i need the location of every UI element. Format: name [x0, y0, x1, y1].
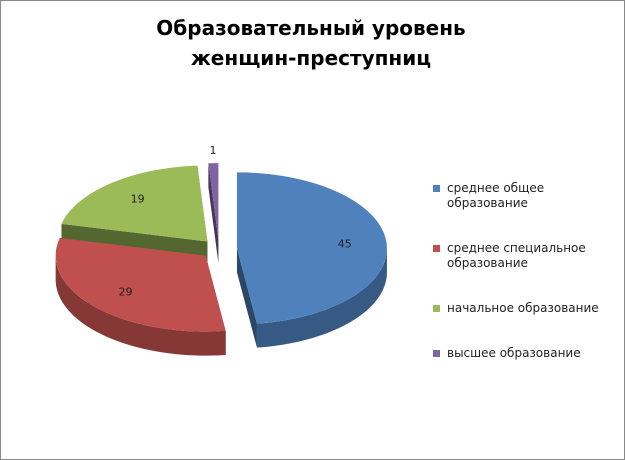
- slice: [55, 238, 226, 332]
- chart-title: Образовательный уровень женщин-преступни…: [156, 16, 466, 70]
- data-label: 45: [338, 238, 352, 251]
- data-label: 19: [131, 193, 145, 206]
- legend: среднее общее образование среднее специал…: [433, 181, 623, 391]
- legend-item: среднее специальное образование: [433, 241, 623, 271]
- legend-swatch: [433, 245, 440, 252]
- slice-wall: [236, 248, 257, 348]
- slice-wall: [208, 163, 219, 264]
- legend-swatch: [433, 350, 440, 357]
- data-label: 1: [209, 144, 216, 157]
- legend-label: среднее общее образование: [447, 181, 545, 210]
- legend-item: среднее общее образование: [433, 181, 623, 211]
- slice: [208, 163, 219, 240]
- data-label: 29: [119, 285, 133, 298]
- legend-item: начальное образование: [433, 301, 623, 316]
- legend-label: начальное образование: [447, 301, 599, 315]
- slice: [236, 172, 387, 324]
- slice-side: [256, 248, 387, 348]
- slice-side: [55, 255, 226, 356]
- legend-label: высшее образование: [447, 346, 581, 360]
- legend-item: высшее образование: [433, 346, 623, 361]
- legend-label: среднее специальное образование: [447, 241, 586, 270]
- legend-swatch: [433, 305, 440, 312]
- slice: [61, 165, 208, 242]
- legend-swatch: [433, 185, 440, 192]
